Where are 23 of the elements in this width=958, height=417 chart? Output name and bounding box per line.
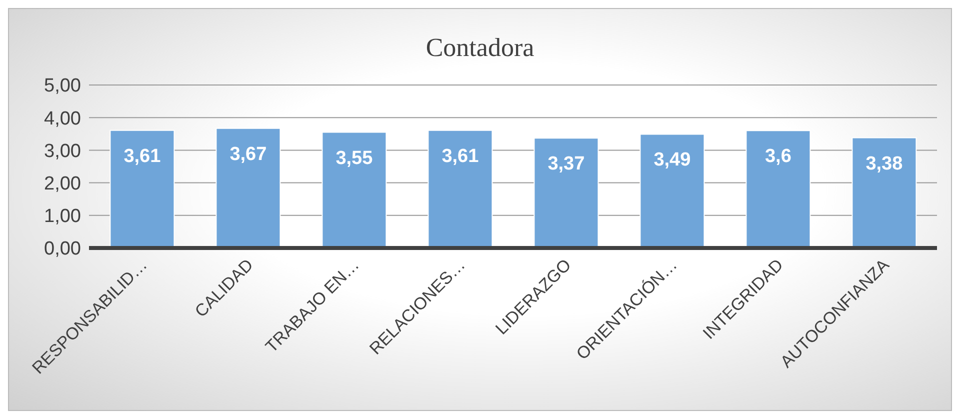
bar [640, 134, 705, 248]
bar [216, 128, 281, 248]
bar [110, 130, 175, 248]
data-label: 3,38 [866, 153, 903, 174]
y-tick-label: 1,00 [44, 206, 81, 228]
data-label: 3,55 [336, 148, 374, 169]
y-tick-label: 2,00 [44, 174, 81, 195]
data-label: 3,49 [654, 150, 691, 171]
data-label: 3,37 [548, 154, 585, 175]
bar [322, 132, 387, 248]
y-tick-label: 3,00 [44, 140, 81, 162]
bar [852, 137, 917, 248]
data-label: 3,67 [230, 144, 267, 165]
bar [428, 130, 493, 248]
y-tick-label: 0,00 [44, 238, 81, 260]
chart-title: Contadora [424, 33, 536, 63]
bar [534, 138, 599, 248]
data-label: 3,61 [442, 146, 480, 167]
bar [746, 130, 811, 248]
data-label: 3,61 [124, 146, 162, 167]
y-tick-label: 5,00 [44, 76, 81, 97]
data-label: 3,6 [764, 146, 792, 168]
y-tick-label: 4,00 [44, 108, 81, 130]
